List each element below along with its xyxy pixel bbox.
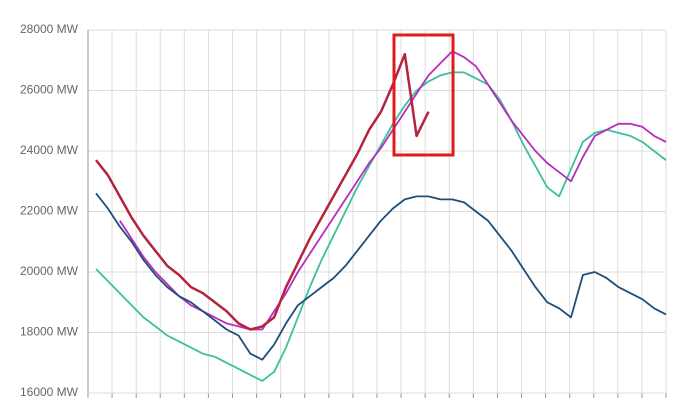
y-tick-label: 26000 MW bbox=[20, 83, 79, 97]
y-tick-label: 22000 MW bbox=[20, 204, 79, 218]
y-tick-label: 18000 MW bbox=[20, 325, 79, 339]
y-tick-label: 24000 MW bbox=[20, 143, 79, 157]
y-tick-label: 20000 MW bbox=[20, 264, 79, 278]
highlight-box bbox=[392, 33, 455, 157]
series-line bbox=[95, 71, 667, 382]
series-line bbox=[95, 192, 667, 361]
series-line bbox=[95, 52, 430, 331]
y-tick-label: 28000 MW bbox=[20, 22, 79, 36]
y-tick-label: 16000 MW bbox=[20, 385, 79, 399]
